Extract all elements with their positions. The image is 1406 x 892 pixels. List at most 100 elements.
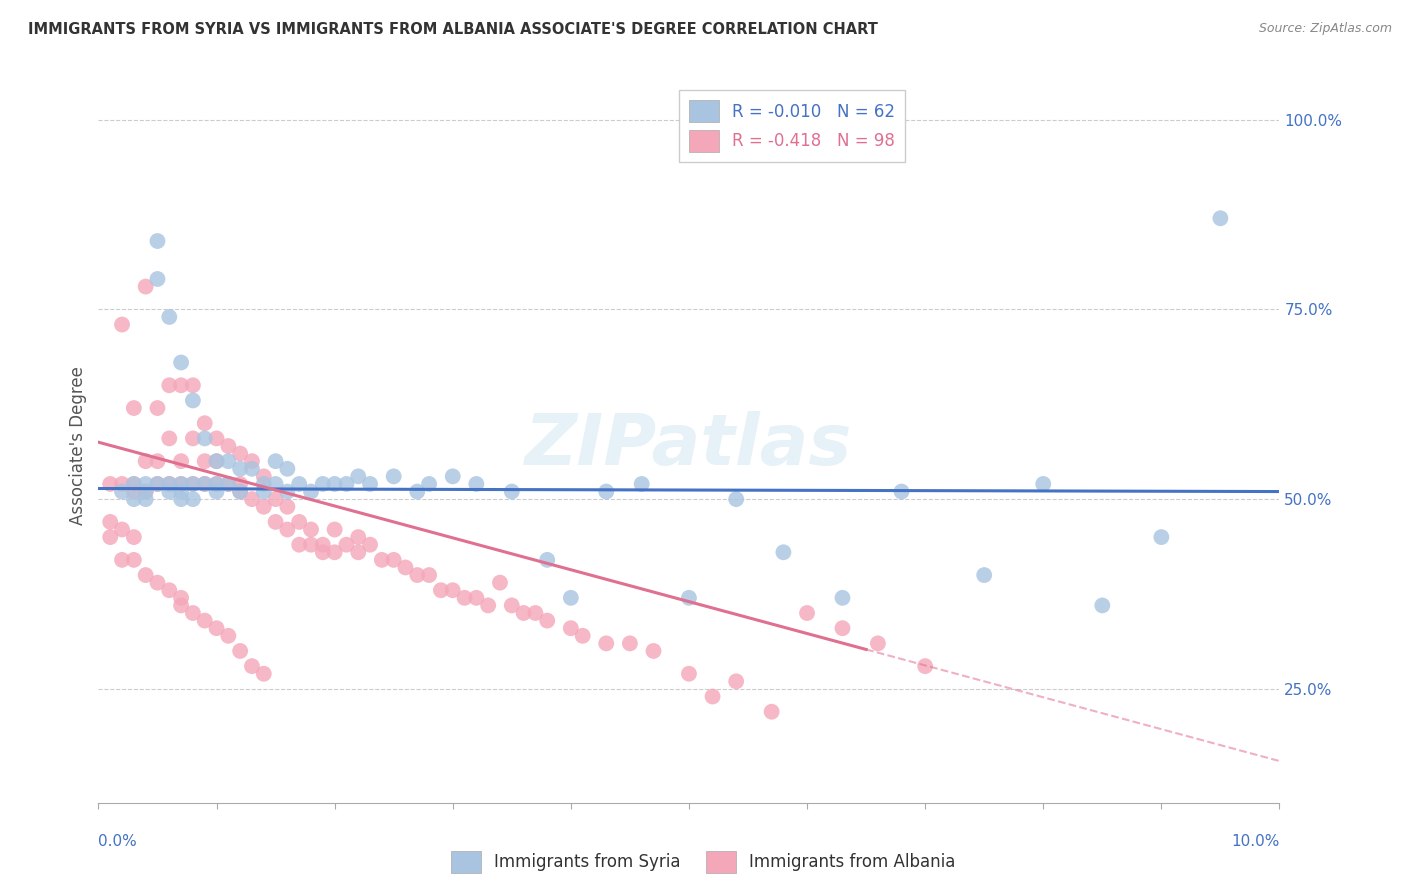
Point xyxy=(135,454,157,468)
Point xyxy=(264,492,287,507)
Point xyxy=(312,477,335,491)
Point xyxy=(217,454,239,468)
Point xyxy=(205,454,228,468)
Point xyxy=(678,591,700,605)
Point xyxy=(181,378,204,392)
Point xyxy=(181,393,204,408)
Point xyxy=(761,705,783,719)
Point xyxy=(914,659,936,673)
Point xyxy=(135,568,157,582)
Point xyxy=(194,416,217,430)
Point xyxy=(122,530,145,544)
Point xyxy=(122,553,145,567)
Point xyxy=(382,469,405,483)
Point xyxy=(229,484,252,499)
Point xyxy=(725,492,748,507)
Point xyxy=(253,469,276,483)
Text: IMMIGRANTS FROM SYRIA VS IMMIGRANTS FROM ALBANIA ASSOCIATE'S DEGREE CORRELATION : IMMIGRANTS FROM SYRIA VS IMMIGRANTS FROM… xyxy=(28,22,877,37)
Point xyxy=(973,568,995,582)
Point xyxy=(170,591,193,605)
Point xyxy=(217,477,239,491)
Point xyxy=(205,484,228,499)
Point xyxy=(831,621,853,635)
Point xyxy=(276,523,298,537)
Point xyxy=(335,477,357,491)
Point xyxy=(240,454,263,468)
Point xyxy=(288,515,311,529)
Point xyxy=(146,401,169,415)
Point xyxy=(1032,477,1054,491)
Text: Source: ZipAtlas.com: Source: ZipAtlas.com xyxy=(1258,22,1392,36)
Point xyxy=(181,477,204,491)
Point xyxy=(157,477,180,491)
Point xyxy=(229,447,252,461)
Text: 10.0%: 10.0% xyxy=(1232,834,1279,849)
Point xyxy=(205,454,228,468)
Point xyxy=(229,477,252,491)
Point xyxy=(122,477,145,491)
Point xyxy=(678,666,700,681)
Point xyxy=(205,477,228,491)
Point xyxy=(524,606,547,620)
Point xyxy=(418,568,440,582)
Point xyxy=(135,484,157,499)
Point xyxy=(406,568,429,582)
Point xyxy=(1150,530,1173,544)
Point xyxy=(111,477,134,491)
Point xyxy=(347,469,370,483)
Point xyxy=(170,477,193,491)
Point xyxy=(276,500,298,514)
Point xyxy=(181,477,204,491)
Point xyxy=(890,484,912,499)
Point xyxy=(323,477,346,491)
Point xyxy=(643,644,665,658)
Point xyxy=(501,484,523,499)
Point xyxy=(299,484,322,499)
Point xyxy=(98,515,121,529)
Point xyxy=(347,530,370,544)
Point xyxy=(489,575,512,590)
Point xyxy=(217,629,239,643)
Point xyxy=(170,484,193,499)
Point xyxy=(288,477,311,491)
Point xyxy=(866,636,889,650)
Legend: Immigrants from Syria, Immigrants from Albania: Immigrants from Syria, Immigrants from A… xyxy=(444,845,962,880)
Point xyxy=(240,492,263,507)
Point xyxy=(323,545,346,559)
Point xyxy=(312,538,335,552)
Point xyxy=(146,234,169,248)
Point xyxy=(240,462,263,476)
Point xyxy=(122,484,145,499)
Point xyxy=(194,454,217,468)
Point xyxy=(335,538,357,552)
Point xyxy=(194,431,217,445)
Point xyxy=(157,378,180,392)
Point xyxy=(441,469,464,483)
Point xyxy=(382,553,405,567)
Point xyxy=(276,484,298,499)
Point xyxy=(571,629,593,643)
Point xyxy=(465,477,488,491)
Point xyxy=(240,659,263,673)
Point xyxy=(170,454,193,468)
Point xyxy=(394,560,416,574)
Y-axis label: Associate's Degree: Associate's Degree xyxy=(69,367,87,525)
Point xyxy=(595,484,617,499)
Point xyxy=(181,492,204,507)
Point xyxy=(359,477,381,491)
Point xyxy=(194,614,217,628)
Point xyxy=(253,666,276,681)
Point xyxy=(512,606,534,620)
Point xyxy=(1209,211,1232,226)
Point xyxy=(146,575,169,590)
Point xyxy=(181,431,204,445)
Point xyxy=(135,492,157,507)
Point xyxy=(1091,599,1114,613)
Point xyxy=(406,484,429,499)
Point xyxy=(146,454,169,468)
Point xyxy=(157,310,180,324)
Point xyxy=(135,477,157,491)
Point xyxy=(217,439,239,453)
Point xyxy=(205,621,228,635)
Point xyxy=(725,674,748,689)
